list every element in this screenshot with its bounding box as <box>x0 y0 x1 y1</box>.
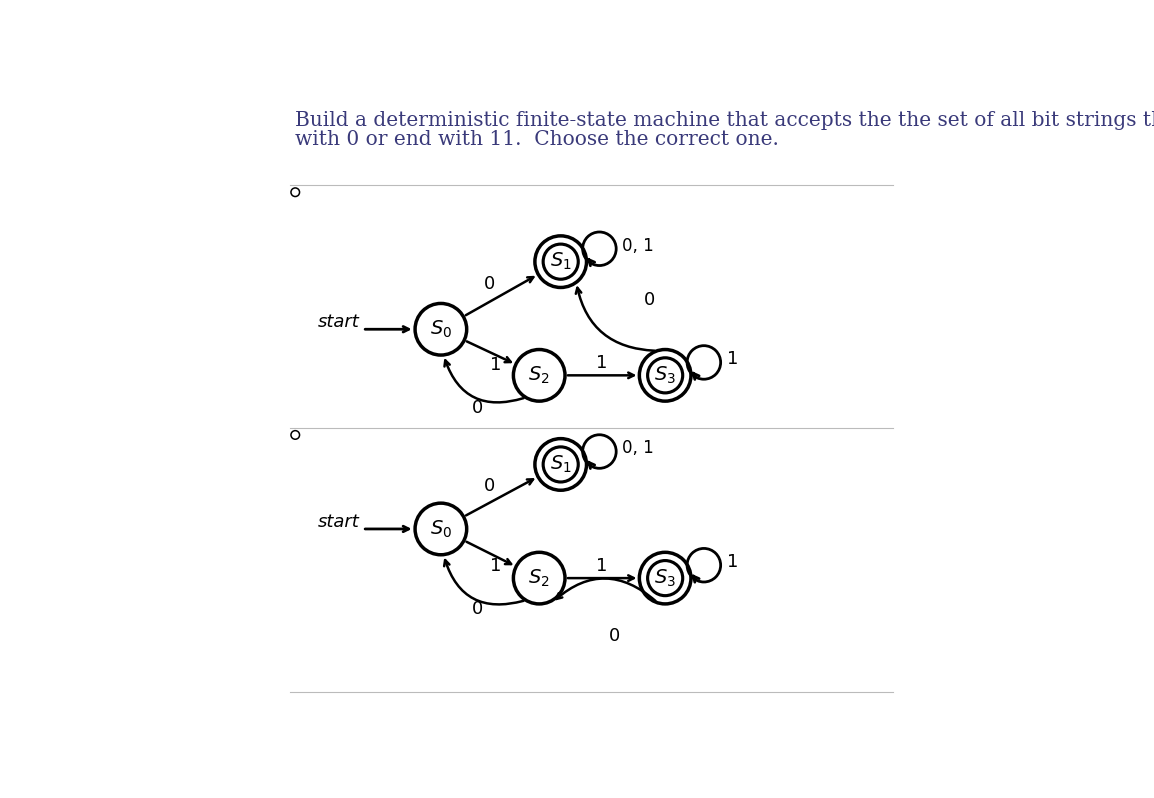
Text: Build a deterministic finite-state machine that accepts the the set of all bit s: Build a deterministic finite-state machi… <box>295 111 1154 130</box>
Text: start: start <box>317 512 359 531</box>
Text: 0: 0 <box>644 291 655 309</box>
Text: $S_2$: $S_2$ <box>529 365 550 386</box>
Text: $S_3$: $S_3$ <box>654 365 676 386</box>
Text: 1: 1 <box>490 557 502 575</box>
Text: $S_1$: $S_1$ <box>549 251 571 272</box>
Text: 0: 0 <box>485 476 495 495</box>
Text: 1: 1 <box>490 356 502 373</box>
Text: 1: 1 <box>597 354 608 372</box>
Text: 0: 0 <box>472 600 484 618</box>
Text: start: start <box>317 313 359 331</box>
Text: $S_0$: $S_0$ <box>429 519 452 539</box>
Text: with 0 or end with 11.  Choose the correct one.: with 0 or end with 11. Choose the correc… <box>295 129 779 148</box>
Text: $S_3$: $S_3$ <box>654 567 676 589</box>
Text: 0: 0 <box>609 627 620 645</box>
Text: $S_2$: $S_2$ <box>529 567 550 589</box>
Text: 0: 0 <box>472 398 484 417</box>
Text: 1: 1 <box>597 557 608 575</box>
Text: 1: 1 <box>727 350 739 369</box>
Text: 1: 1 <box>727 553 739 571</box>
Text: 0: 0 <box>485 275 495 294</box>
Text: 0, 1: 0, 1 <box>622 237 654 255</box>
Text: 0, 1: 0, 1 <box>622 440 654 457</box>
Text: $S_0$: $S_0$ <box>429 318 452 340</box>
Text: $S_1$: $S_1$ <box>549 454 571 475</box>
